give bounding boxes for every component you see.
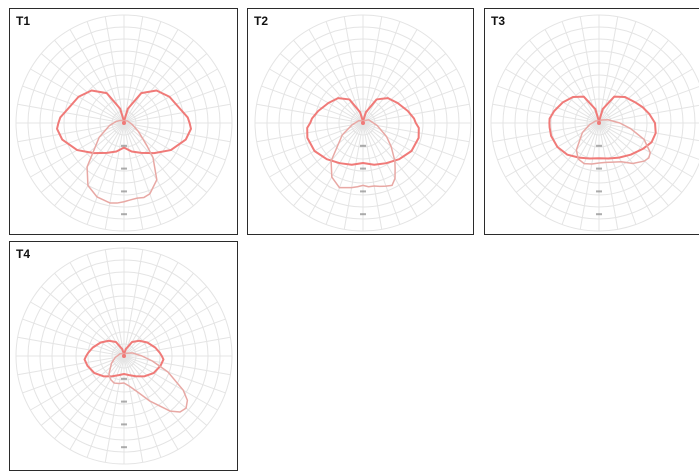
tick-label-mark [121, 190, 127, 193]
center-point [361, 121, 365, 125]
tick-label-mark [596, 167, 602, 170]
center-point [597, 121, 601, 125]
tick-label-mark [360, 213, 366, 216]
series-line-c90-c270 [330, 119, 396, 189]
polar-chart-t3: T3 [484, 8, 699, 235]
tick-label-mark [121, 144, 127, 147]
chart-title: T3 [491, 14, 506, 28]
series-line-c90-c270 [575, 118, 652, 165]
chart-title: T1 [16, 14, 31, 28]
chart-title: T2 [254, 14, 269, 28]
tick-label-mark [596, 190, 602, 193]
tick-label-mark [121, 213, 127, 216]
tick-label-mark [121, 400, 127, 403]
tick-label-mark [360, 167, 366, 170]
tick-label-mark [596, 213, 602, 216]
tick-label-mark [121, 377, 127, 380]
polar-plot-t4 [15, 247, 233, 465]
chart-title: T4 [16, 247, 31, 261]
polar-chart-t4: T4 [9, 241, 238, 471]
tick-label-mark [596, 144, 602, 147]
tick-label-mark [121, 423, 127, 426]
series-line-c90-c270 [108, 352, 189, 413]
tick-label-mark [360, 190, 366, 193]
series-line-c90-c270 [86, 119, 158, 204]
polar-chart-t2: T2 [247, 8, 474, 235]
polar-plot-t2 [254, 14, 472, 232]
tick-label-mark [121, 446, 127, 449]
center-point [122, 354, 126, 358]
tick-label-mark [121, 167, 127, 170]
center-point [122, 121, 126, 125]
polar-chart-t1: T1 [9, 8, 238, 235]
tick-label-mark [360, 144, 366, 147]
polar-plot-t1 [15, 14, 233, 232]
polar-plot-t3 [490, 14, 699, 232]
